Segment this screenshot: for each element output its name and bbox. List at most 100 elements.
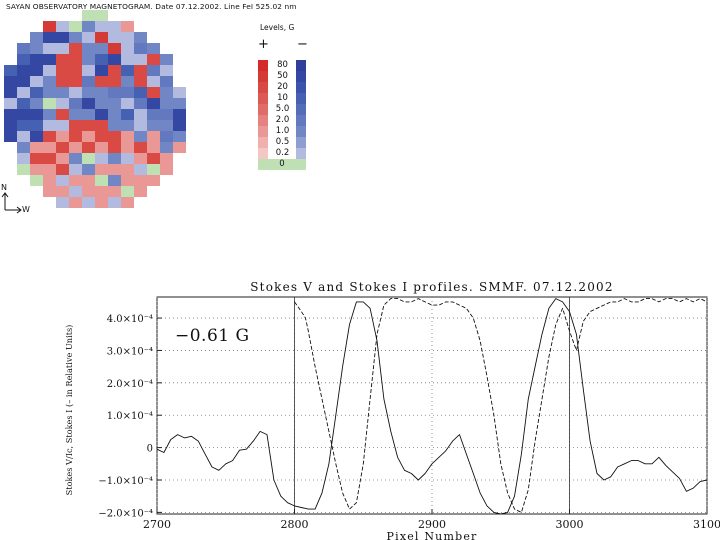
- magnetogram-cell: [82, 175, 95, 186]
- magnetogram-cell: [134, 98, 147, 109]
- legend-level-label: 50: [277, 71, 288, 81]
- magnetogram-cell: [82, 54, 95, 65]
- magnetogram-disk: [4, 10, 186, 208]
- magnetogram-cell: [160, 153, 173, 164]
- magnetogram-cell: [43, 175, 56, 186]
- y-tick-label: 1.0×10⁻⁴: [107, 411, 153, 422]
- legend-row: 1.0: [255, 126, 306, 137]
- magnetogram-cell: [147, 142, 160, 153]
- legend-positive-swatch: [258, 148, 268, 159]
- legend-negative-swatch: [296, 60, 306, 71]
- magnetogram-cell: [95, 142, 108, 153]
- magnetogram-cell: [17, 109, 30, 120]
- magnetogram-cell: [17, 76, 30, 87]
- magnetogram-cell: [108, 120, 121, 131]
- chart-annotation: −0.61 G: [175, 326, 250, 346]
- legend-level-label: 0.2: [275, 148, 290, 158]
- y-tick-label: −1.0×10⁻⁴: [98, 476, 153, 487]
- legend-title: Levels, G: [260, 23, 295, 32]
- x-tick-label: 2800: [281, 518, 309, 531]
- magnetogram-cell: [121, 164, 134, 175]
- magnetogram-cell: [121, 142, 134, 153]
- magnetogram-cell: [95, 10, 108, 21]
- magnetogram-cell: [108, 153, 121, 164]
- magnetogram-cell: [121, 21, 134, 32]
- magnetogram-cell: [43, 65, 56, 76]
- magnetogram-cell: [82, 65, 95, 76]
- magnetogram-cell: [121, 197, 134, 208]
- magnetogram-cell: [134, 131, 147, 142]
- legend-level-label: 2.0: [275, 115, 290, 125]
- magnetogram-cell: [160, 164, 173, 175]
- legend-level-label: 5.0: [275, 104, 290, 114]
- magnetogram-cell: [173, 98, 186, 109]
- magnetogram-cell: [147, 120, 160, 131]
- legend-negative-swatch: [296, 104, 306, 115]
- magnetogram-cell: [43, 153, 56, 164]
- legend-row: 20: [255, 82, 306, 93]
- magnetogram-cell: [69, 131, 82, 142]
- magnetogram-cell: [95, 43, 108, 54]
- orientation-west-label: W: [22, 205, 30, 214]
- magnetogram-cell: [95, 197, 108, 208]
- magnetogram-cell: [30, 43, 43, 54]
- magnetogram-cell: [108, 164, 121, 175]
- magnetogram-cell: [56, 54, 69, 65]
- legend-level-label: 80: [277, 60, 288, 70]
- magnetogram-cell: [17, 131, 30, 142]
- magnetogram-cell: [173, 109, 186, 120]
- magnetogram-cell: [17, 153, 30, 164]
- y-axis-label: Stokes V/Ic, Stokes I (– in Relative Uni…: [64, 325, 74, 496]
- legend-level-label: 0.5: [275, 137, 290, 147]
- magnetogram-cell: [56, 32, 69, 43]
- magnetogram-cell: [69, 164, 82, 175]
- legend-row: 10: [255, 93, 306, 104]
- magnetogram-cell: [121, 54, 134, 65]
- magnetogram-cell: [30, 76, 43, 87]
- magnetogram-cell: [108, 43, 121, 54]
- magnetogram-cell: [147, 109, 160, 120]
- magnetogram-cell: [108, 142, 121, 153]
- magnetogram-cell: [82, 164, 95, 175]
- magnetogram-cell: [30, 87, 43, 98]
- magnetogram-cell: [95, 65, 108, 76]
- magnetogram-cell: [82, 109, 95, 120]
- magnetogram-cell: [69, 87, 82, 98]
- magnetogram-cell: [4, 76, 17, 87]
- magnetogram-cell: [95, 164, 108, 175]
- magnetogram-cell: [147, 131, 160, 142]
- magnetogram-cell: [43, 120, 56, 131]
- magnetogram-cell: [43, 54, 56, 65]
- magnetogram-cell: [147, 175, 160, 186]
- magnetogram-cell: [82, 153, 95, 164]
- magnetogram-cell: [95, 153, 108, 164]
- magnetogram-cell: [82, 87, 95, 98]
- legend-color-scale: 80 50 20 10 5.0 2.0 1.0 0.5 0.2 0: [255, 60, 306, 170]
- magnetogram-cell: [134, 175, 147, 186]
- magnetogram-cell: [69, 54, 82, 65]
- magnetogram-cell: [56, 186, 69, 197]
- magnetogram-cell: [95, 109, 108, 120]
- legend-row: 0: [255, 159, 306, 170]
- magnetogram-cell: [56, 109, 69, 120]
- magnetogram-cell: [121, 109, 134, 120]
- magnetogram-cell: [134, 43, 147, 54]
- legend-row: 50: [255, 71, 306, 82]
- magnetogram-cell: [17, 164, 30, 175]
- magnetogram-cell: [121, 76, 134, 87]
- orientation-marker: N W: [0, 182, 40, 218]
- stokes-profile-chart: Stokes V and Stokes I profiles. SMMF. 07…: [64, 280, 720, 540]
- legend-positive-swatch: [258, 60, 268, 71]
- magnetogram-cell: [69, 98, 82, 109]
- magnetogram-cell: [4, 65, 17, 76]
- magnetogram-cell: [134, 164, 147, 175]
- magnetogram-cell: [160, 131, 173, 142]
- magnetogram-cell: [108, 54, 121, 65]
- legend-level-label: 20: [277, 82, 288, 92]
- magnetogram-cell: [121, 32, 134, 43]
- magnetogram-cell: [56, 43, 69, 54]
- magnetogram-cell: [69, 109, 82, 120]
- magnetogram-cell: [56, 87, 69, 98]
- legend-negative-swatch: [296, 137, 306, 148]
- magnetogram-cell: [95, 186, 108, 197]
